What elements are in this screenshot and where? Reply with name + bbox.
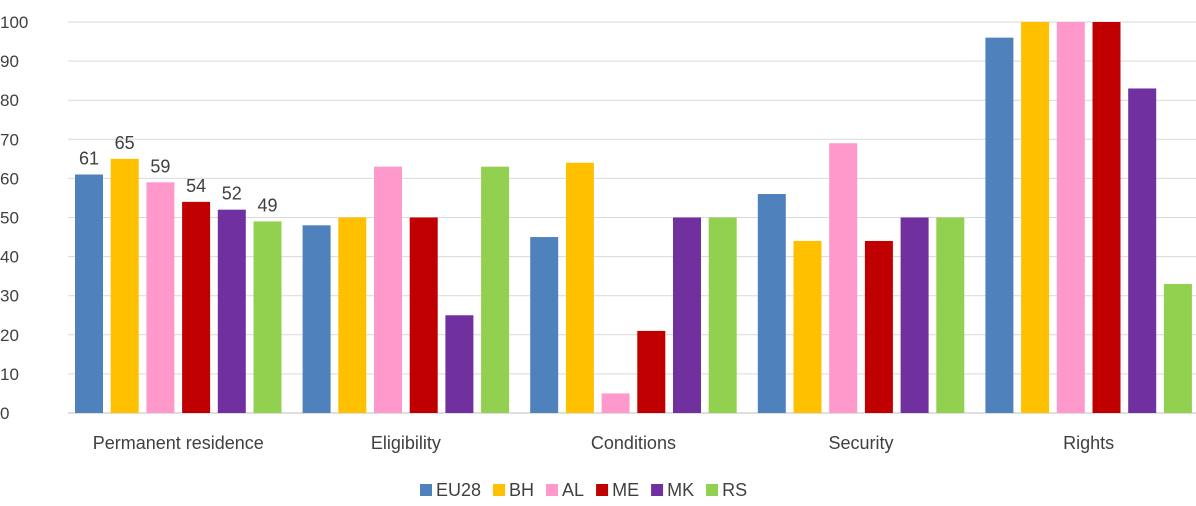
legend: EU28 BH AL ME MK RS <box>420 480 747 500</box>
y-tick-label: 60 <box>0 169 19 188</box>
bar-bh-3 <box>793 240 822 413</box>
y-tick-label: 40 <box>0 248 19 267</box>
y-tick-label: 0 <box>0 404 9 423</box>
legend-item-eu28: EU28 <box>420 480 481 500</box>
y-tick-label: 80 <box>0 91 19 110</box>
legend-item-mk: MK <box>651 480 694 500</box>
y-axis-ticks: 0 10 20 30 40 50 60 70 80 90 100 <box>0 13 28 423</box>
data-label: 61 <box>79 148 99 168</box>
data-label: 49 <box>257 195 277 215</box>
x-category-label: Eligibility <box>371 433 441 453</box>
legend-item-bh: BH <box>493 480 534 500</box>
legend-swatch <box>596 484 609 496</box>
bar-me-1 <box>409 217 438 413</box>
bar-bh-4 <box>1021 22 1050 413</box>
legend-item-rs: RS <box>706 480 747 500</box>
data-label: 59 <box>150 156 170 176</box>
legend-item-me: ME <box>596 480 639 500</box>
bar-rs-2 <box>708 217 737 413</box>
y-tick-label: 20 <box>0 326 19 345</box>
legend-label: MK <box>667 480 694 500</box>
legend-swatch <box>546 484 559 496</box>
bar-mk-4 <box>1128 88 1157 413</box>
bar-rs-1 <box>481 166 510 413</box>
bar-eu28-0 <box>75 174 103 413</box>
bar-me-0 <box>182 201 211 413</box>
y-tick-label: 30 <box>0 287 19 306</box>
bar-al-4 <box>1056 22 1085 413</box>
data-label: 52 <box>222 184 242 204</box>
bar-al-2 <box>601 393 630 413</box>
legend-label: ME <box>612 480 639 500</box>
x-category-label: Permanent residence <box>93 433 264 453</box>
bar-eu28-2 <box>530 237 559 413</box>
y-tick-label: 50 <box>0 209 19 228</box>
bar-mk-2 <box>673 217 701 413</box>
bar-bh-2 <box>565 162 594 413</box>
bar-me-4 <box>1092 22 1121 413</box>
legend-label: AL <box>562 480 584 500</box>
bar-rs-0 <box>253 221 282 413</box>
data-labels: 61 65 59 54 52 49 <box>79 133 278 216</box>
bars <box>75 22 1192 413</box>
legend-swatch <box>651 484 664 496</box>
bar-al-3 <box>829 143 858 413</box>
legend-swatch <box>493 484 506 496</box>
legend-label: EU28 <box>436 480 481 500</box>
x-category-label: Security <box>829 433 894 453</box>
bar-eu28-1 <box>302 225 331 413</box>
bar-al-1 <box>374 166 402 413</box>
bar-bh-1 <box>338 217 367 413</box>
bar-rs-4 <box>1163 283 1192 413</box>
bar-al-0 <box>146 182 175 413</box>
legend-swatch <box>420 484 432 496</box>
bar-mk-3 <box>900 217 929 413</box>
data-label: 65 <box>115 133 135 153</box>
x-category-label: Rights <box>1063 433 1114 453</box>
bar-bh-0 <box>110 158 139 413</box>
y-tick-label: 90 <box>0 52 19 71</box>
data-label: 54 <box>186 176 206 196</box>
bar-mk-1 <box>445 315 474 413</box>
bar-me-3 <box>864 240 893 413</box>
legend-label: BH <box>509 480 534 500</box>
bar-mk-0 <box>217 209 246 413</box>
bar-eu28-3 <box>757 194 786 413</box>
bar-eu28-4 <box>985 37 1014 413</box>
y-tick-label: 70 <box>0 130 19 149</box>
bar-me-2 <box>637 330 666 413</box>
legend-item-al: AL <box>546 480 584 500</box>
legend-swatch <box>706 484 719 496</box>
y-tick-label: 10 <box>0 365 19 384</box>
x-axis-categories: Permanent residence Eligibility Conditions… <box>93 433 1114 453</box>
bar-rs-3 <box>936 217 965 413</box>
legend-label: RS <box>722 480 747 500</box>
y-tick-label: 100 <box>0 13 28 32</box>
x-category-label: Conditions <box>591 433 676 453</box>
